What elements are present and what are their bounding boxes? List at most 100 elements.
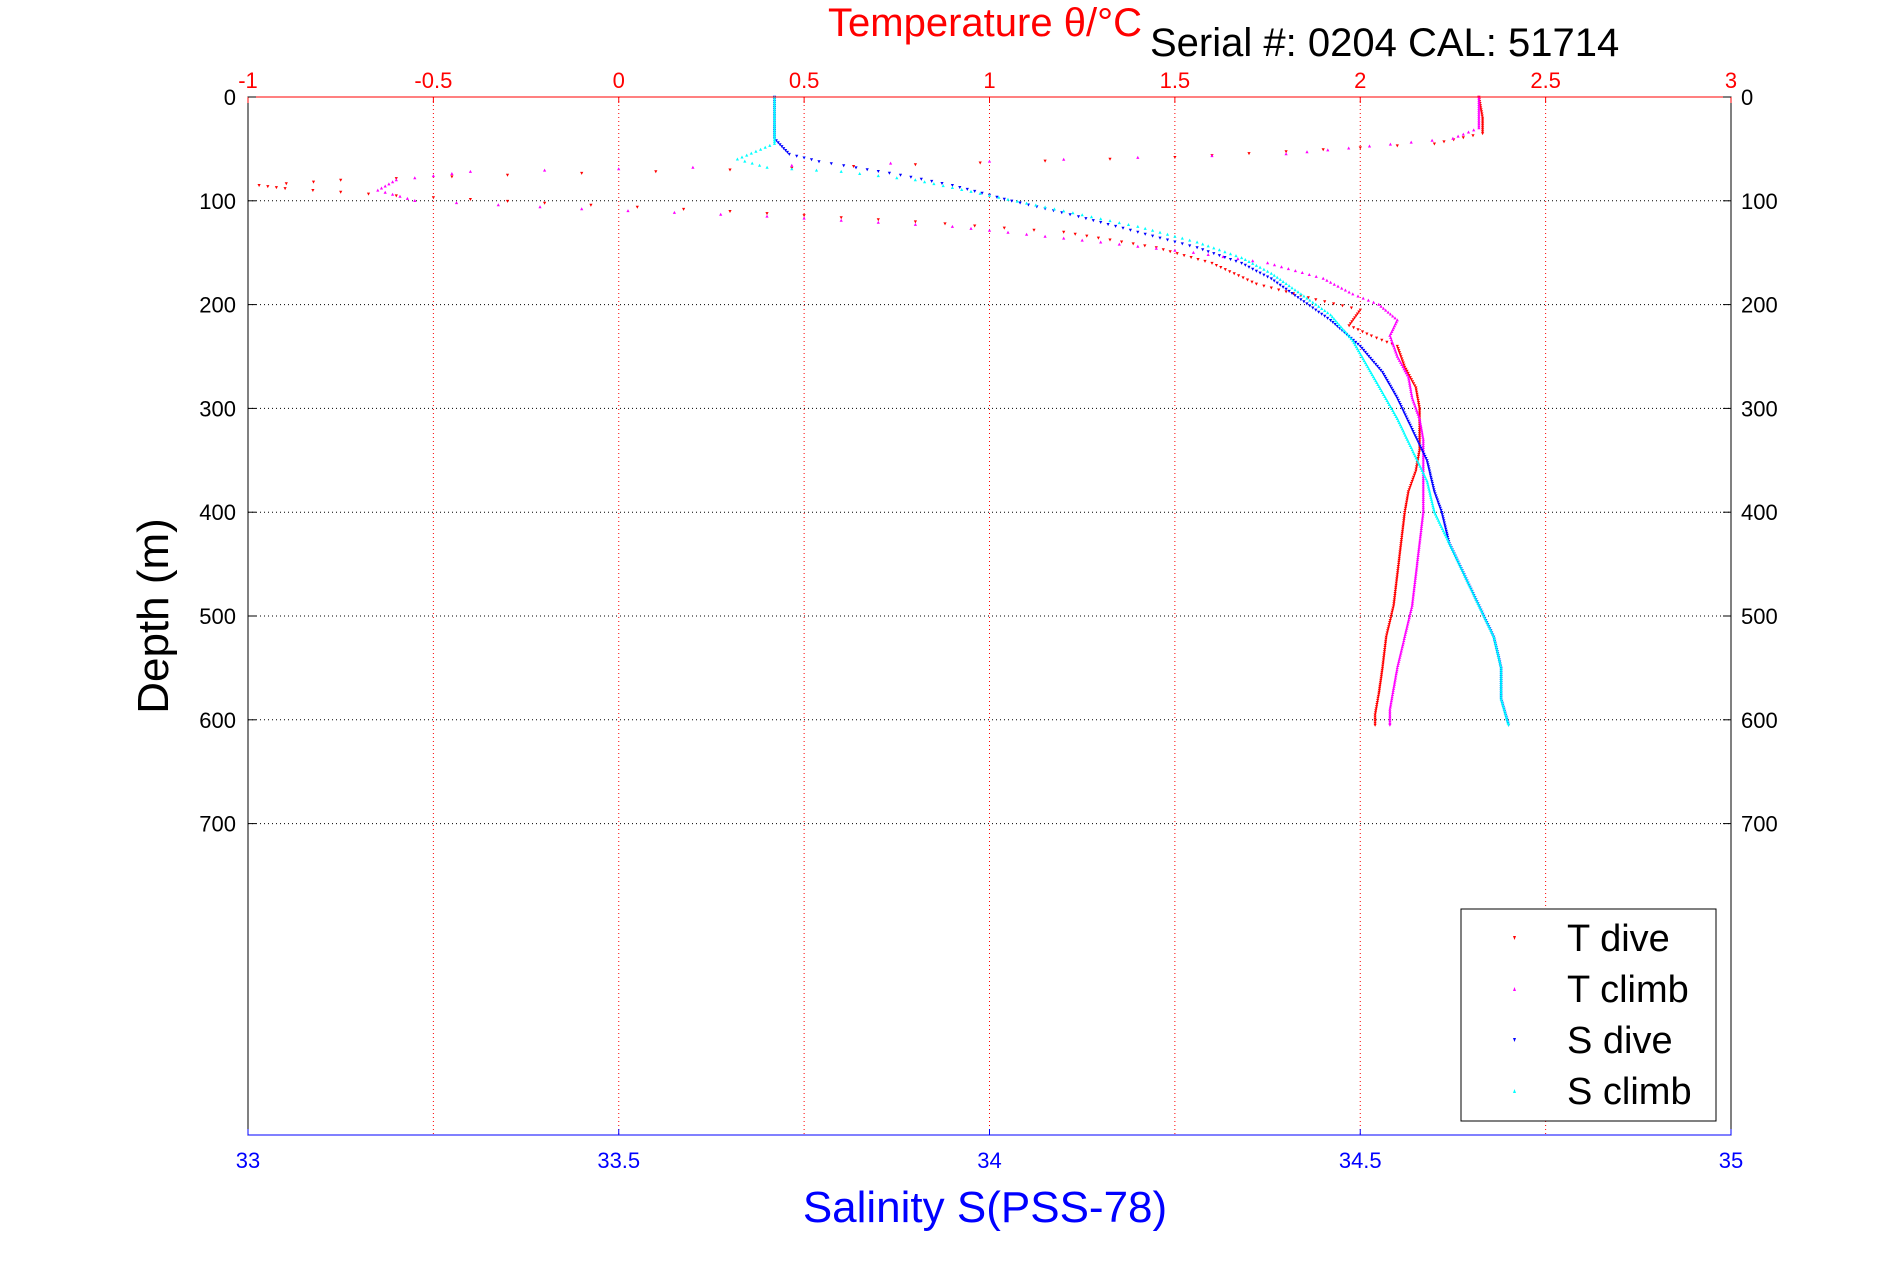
- data-point: [1352, 326, 1356, 330]
- data-point: [1382, 372, 1386, 376]
- data-point: [1425, 459, 1429, 463]
- data-point: [1330, 315, 1334, 319]
- data-point: [1450, 547, 1454, 551]
- data-point: [1495, 647, 1499, 651]
- data-point: [1388, 715, 1392, 719]
- data-point: [1418, 464, 1422, 468]
- data-point: [1409, 446, 1413, 449]
- data-point: [1446, 539, 1450, 543]
- data-point: [1329, 319, 1333, 322]
- data-point: [1299, 292, 1303, 296]
- data-point: [1392, 682, 1396, 686]
- data-point: [1413, 581, 1417, 584]
- data-point: [1337, 323, 1341, 327]
- data-point: [1499, 672, 1503, 676]
- data-point: [1418, 411, 1422, 415]
- data-point: [778, 143, 782, 147]
- data-point: [1420, 516, 1425, 520]
- data-point: [1415, 438, 1419, 442]
- data-point: [1415, 562, 1419, 566]
- data-point: [1418, 421, 1422, 425]
- data-point: [1195, 246, 1199, 250]
- data-point: [1272, 273, 1276, 277]
- data-point: [1269, 277, 1273, 281]
- data-point: [969, 226, 973, 230]
- data-point: [1436, 500, 1440, 504]
- data-point: [1284, 287, 1288, 291]
- data-point: [1425, 481, 1430, 485]
- data-point: [1395, 668, 1399, 672]
- data-point: [1437, 502, 1441, 506]
- data-point: [1415, 463, 1419, 467]
- data-point: [1445, 531, 1449, 535]
- data-point: [1477, 104, 1481, 108]
- data-point: [1410, 428, 1414, 431]
- data-point: [913, 163, 917, 167]
- data-point: [1380, 370, 1385, 374]
- data-point: [1384, 637, 1388, 641]
- data-point: [1391, 606, 1395, 610]
- data-point: [1411, 597, 1415, 601]
- data-point: [750, 161, 754, 165]
- data-point: [1417, 442, 1421, 446]
- data-point: [1381, 306, 1385, 310]
- data-point: [1173, 234, 1177, 238]
- data-point: [1412, 589, 1416, 593]
- data-point: [1214, 264, 1218, 267]
- data-point: [1429, 495, 1433, 499]
- data-point: [1475, 599, 1479, 603]
- data-point: [814, 168, 819, 172]
- data-point: [543, 168, 547, 172]
- data-point: [995, 195, 999, 199]
- data-point: [1499, 680, 1503, 684]
- data-point: [1399, 651, 1403, 655]
- data-point: [1397, 554, 1402, 558]
- data-point: [1240, 256, 1244, 260]
- data-point: [1469, 587, 1473, 591]
- data-point: [1402, 513, 1407, 517]
- data-point: [1391, 608, 1395, 612]
- data-point: [1404, 630, 1408, 634]
- data-point: [394, 194, 398, 198]
- data-point: [1494, 643, 1498, 647]
- data-point: [1431, 504, 1435, 508]
- data-point: [1383, 395, 1387, 398]
- data-point: [580, 171, 584, 175]
- data-point: [468, 198, 472, 201]
- tick-label-temperature: 2.5: [1530, 68, 1561, 93]
- data-point: [1389, 703, 1393, 707]
- data-point: [1398, 653, 1402, 657]
- data-point: [1344, 331, 1348, 335]
- data-point: [1418, 428, 1422, 431]
- data-point: [1451, 136, 1455, 140]
- data-point: [1385, 633, 1389, 637]
- data-point: [1477, 110, 1481, 114]
- data-point: [1436, 518, 1440, 522]
- data-point: [943, 222, 947, 226]
- data-point: [1380, 672, 1384, 676]
- data-point: [1416, 558, 1420, 562]
- data-point: [1401, 361, 1405, 365]
- data-point: [1373, 711, 1378, 715]
- data-point: [1499, 678, 1503, 682]
- data-point: [1398, 655, 1402, 659]
- data-point: [1377, 692, 1381, 696]
- data-point: [1418, 535, 1422, 539]
- data-point: [1397, 558, 1401, 562]
- tick-label-depth-left: 400: [199, 500, 236, 525]
- data-point: [1379, 304, 1383, 308]
- data-point: [1266, 261, 1270, 265]
- data-point: [1417, 450, 1421, 454]
- data-point: [1347, 290, 1351, 294]
- data-point: [1417, 462, 1421, 466]
- data-point: [1404, 628, 1408, 632]
- data-point: [1284, 290, 1288, 294]
- data-point: [854, 166, 858, 170]
- data-point: [1380, 391, 1385, 394]
- data-point: [1418, 448, 1422, 452]
- data-point: [1080, 213, 1084, 217]
- data-point: [1402, 515, 1406, 519]
- data-point: [1401, 521, 1406, 525]
- data-point: [1025, 201, 1029, 205]
- data-point: [1412, 473, 1416, 477]
